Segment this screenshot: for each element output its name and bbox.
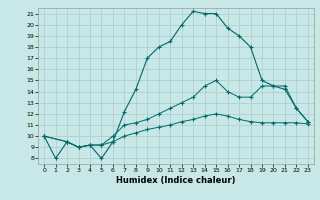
X-axis label: Humidex (Indice chaleur): Humidex (Indice chaleur) (116, 176, 236, 185)
